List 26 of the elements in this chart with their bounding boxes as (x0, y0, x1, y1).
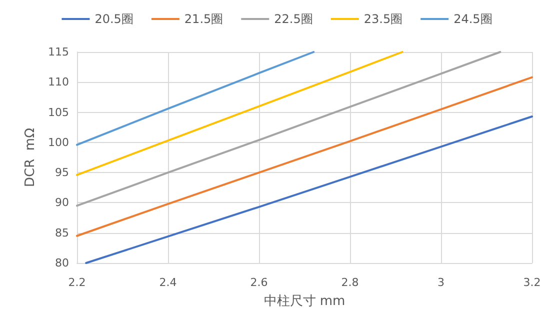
line-series (76, 51, 404, 176)
y-tick-label: 90 (55, 196, 69, 210)
x-axis-title: 中柱尺寸 mm (264, 294, 346, 309)
y-tick-label: 115 (48, 46, 69, 58)
line-series (76, 76, 533, 237)
y-tick-label: 80 (55, 256, 69, 270)
y-tick-label: 95 (55, 166, 69, 180)
legend-label: 24.5圈 (454, 12, 492, 26)
y-tick-label: 85 (55, 226, 69, 240)
y-tick-label: 110 (48, 76, 69, 89)
x-tick-label: 2.8 (341, 276, 359, 289)
y-axis-title: DCR mΩ (23, 128, 38, 187)
y-tick-label: 100 (48, 136, 69, 149)
x-tick-label: 2.2 (68, 276, 86, 289)
legend-label: 21.5圈 (184, 12, 224, 26)
y-tick-label: 105 (48, 106, 69, 119)
x-tick-label: 2.4 (159, 276, 177, 289)
line-series (76, 51, 315, 146)
legend-label: 22.5圈 (274, 12, 313, 26)
line-series (85, 116, 533, 264)
x-tick-label: 3.2 (523, 276, 541, 289)
legend-label: 20.5圈 (94, 12, 134, 26)
legend-label: 23.5圈 (364, 12, 403, 26)
x-tick-label: 3 (438, 276, 444, 289)
x-tick-label: 2.6 (250, 276, 268, 289)
line-series (76, 51, 502, 207)
